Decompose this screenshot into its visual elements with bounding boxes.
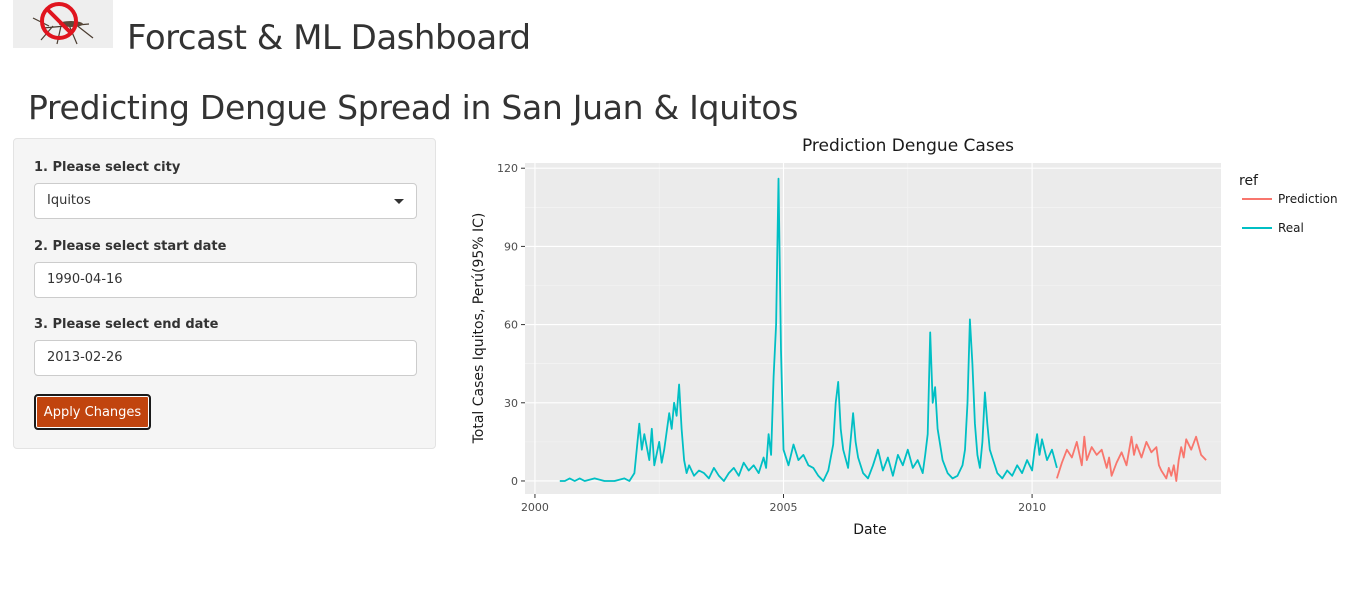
legend-label-prediction: Prediction [1278,192,1338,206]
x-tick-label: 2000 [521,501,549,514]
series-line-prediction [1056,435,1207,482]
no-mosquito-icon [13,0,113,48]
chevron-down-icon [394,199,404,204]
page-title: Predicting Dengue Spread in San Juan & I… [28,88,799,127]
apply-changes-button[interactable]: Apply Changes [34,394,151,430]
y-tick-label: 120 [497,162,518,175]
chart-container: Prediction Dengue Cases 2000 2005 2010 0 30 6… [445,128,1350,552]
start-date-input[interactable]: 1990-04-16 [34,262,417,298]
y-tick-label: 90 [504,240,518,253]
y-tick-label: 30 [504,397,518,410]
end-date-value: 2013-02-26 [47,350,123,365]
dengue-chart: Prediction Dengue Cases 2000 2005 2010 0 30 6… [471,136,1338,538]
y-tick-label: 0 [511,475,518,488]
x-axis-label: Date [853,522,886,538]
y-tick-label: 60 [504,319,518,332]
grid-lines [525,163,1221,494]
end-date-input[interactable]: 2013-02-26 [34,340,417,376]
start-date-value: 1990-04-16 [47,272,123,287]
series-line-real [559,177,1058,482]
end-date-label: 3. Please select end date [34,317,219,332]
axis-ticks: 2000 2005 2010 0 30 60 90 120 [497,162,1046,514]
app-title: Forcast & ML Dashboard [127,18,531,58]
logo [13,0,113,48]
city-select-value: Iquitos [47,193,91,208]
chart-title: Prediction Dengue Cases [802,136,1014,156]
start-date-label: 2. Please select start date [34,239,227,254]
series-lines [559,177,1207,482]
y-axis-label: Total Cases Iquitos, Perú(95% IC) [471,213,487,445]
x-tick-label: 2005 [770,501,798,514]
filter-panel: 1. Please select city Iquitos 2. Please … [13,138,436,449]
legend-label-real: Real [1278,221,1304,235]
city-label: 1. Please select city [34,160,181,175]
plot-panel [525,163,1221,494]
legend: Prediction Real [1242,192,1338,235]
city-select[interactable]: Iquitos [34,183,417,219]
x-tick-label: 2010 [1018,501,1046,514]
legend-title: ref [1239,173,1259,189]
